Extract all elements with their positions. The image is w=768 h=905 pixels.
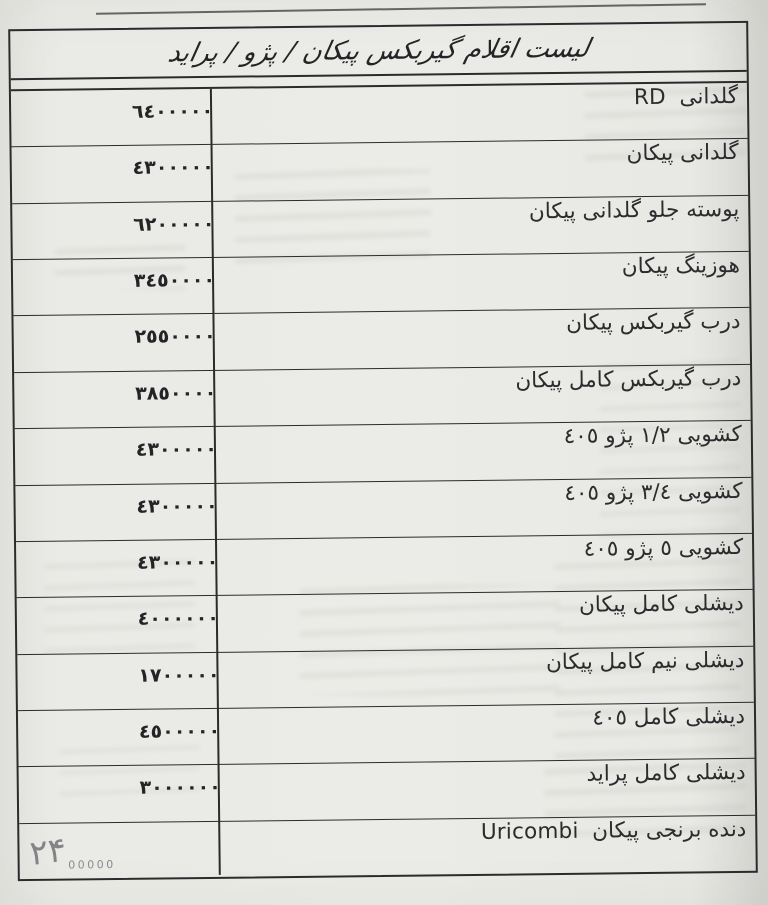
item-name-cell: گلدانی پیکان — [626, 140, 739, 167]
price-cell: ١٧٠٠٠٠٠ — [138, 663, 220, 687]
item-name-cell: درب گیربکس کامل پیکان — [515, 365, 742, 394]
table-row: گلدانی RD ٦٤٠٠٠٠٠ — [10, 82, 748, 148]
handwritten-price-zeros: 00000 — [68, 857, 116, 872]
handwritten-price: ۲۴00000 — [28, 829, 116, 874]
table-row: کشویی ٥ پژو ٤٠٥ ٤٣٠٠٠٠٠ — [16, 533, 753, 599]
item-name-cell: دیشلی کامل پیکان — [578, 591, 744, 619]
table-row: پوسته جلو گلدانی پیکان ٦٢٠٠٠٠٠ — [12, 195, 749, 261]
table-row: درب گیربکس کامل پیکان ٣٨٥٠٠٠٠ — [14, 364, 751, 430]
table-body: گلدانی RD ٦٤٠٠٠٠٠ گلدانی پیکان ٤٣٠٠٠٠٠ پ… — [10, 82, 756, 879]
item-name-cell: پوسته جلو گلدانی پیکان — [528, 196, 740, 225]
price-cell: ٣٠٠٠٠٠٠ — [139, 776, 221, 800]
item-name-cell: هوزینگ پیکان — [621, 253, 741, 280]
price-cell: ٦٤٠٠٠٠٠ — [131, 99, 214, 123]
item-name-cell: دنده برنجی پیکان Uricombi — [480, 816, 747, 845]
price-cell: ٤٣٠٠٠٠٠ — [136, 494, 218, 518]
price-cell: ٦٢٠٠٠٠٠ — [133, 212, 215, 236]
price-cell: ٢٥٥٠٠٠٠ — [134, 325, 216, 349]
price-cell: ٤٣٠٠٠٠٠ — [136, 550, 219, 574]
table-row: دیشلی کامل ٤٠٥ ٤٥٠٠٠٠٠ — [17, 702, 755, 768]
price-cell: ٤٠٠٠٠٠٠ — [137, 607, 220, 631]
previous-table-edge-line — [96, 3, 706, 15]
handwritten-price-digits: ۲۴ — [28, 829, 68, 874]
price-cell: ٣٨٥٠٠٠٠ — [135, 381, 217, 405]
price-cell: ٤٣٠٠٠٠٠ — [132, 156, 214, 180]
table-row: درب گیربکس پیکان ٢٥٥٠٠٠٠ — [13, 308, 751, 373]
item-name-cell: گلدانی RD — [633, 83, 739, 111]
item-name-cell: کشویی ١/٢ پژو ٤٠٥ — [563, 422, 742, 450]
table-title: لیست اقلام گیربکس پیکان / پژو / پراید — [165, 33, 592, 68]
item-name-cell: درب گیربکس پیکان — [566, 309, 741, 337]
table-row: دنده برنجی پیکان Uricombi ۲۴00000 — [19, 815, 756, 879]
item-name-cell: دیشلی نیم کامل پیکان — [545, 647, 745, 675]
table-row: کشویی ١/٢ پژو ٤٠٥ ٤٣٠٠٠٠٠ — [14, 420, 752, 486]
table-row: هوزینگ پیکان ٣٤٥٠٠٠٠ — [12, 251, 750, 317]
price-cell: ٤٥٠٠٠٠٠ — [138, 719, 221, 743]
price-cell: ٤٣٠٠٠٠٠ — [135, 438, 218, 461]
table-title-row: لیست اقلام گیربکس پیکان / پژو / پراید — [10, 22, 747, 81]
item-name-cell: کشویی ٥ پژو ٤٠٥ — [583, 534, 744, 562]
price-cell: ٣٤٥٠٠٠٠ — [133, 268, 216, 292]
item-name-cell: کشویی ٣/٤ پژو ٤٠٥ — [564, 478, 743, 506]
table-row: کشویی ٣/٤ پژو ٤٠٥ ٤٣٠٠٠٠٠ — [15, 477, 752, 543]
gearbox-price-table: لیست اقلام گیربکس پیکان / پژو / پراید گل… — [8, 20, 758, 882]
item-name-cell: دیشلی کامل ٤٠٥ — [592, 703, 746, 731]
table-row: دیشلی نیم کامل پیکان ١٧٠٠٠٠٠ — [17, 646, 754, 712]
table-row: گلدانی پیکان ٤٣٠٠٠٠٠ — [11, 139, 749, 204]
table-row: دیشلی کامل پراید ٣٠٠٠٠٠٠ — [18, 759, 756, 824]
item-name-cell: دیشلی کامل پراید — [586, 760, 746, 788]
table-row: دیشلی کامل پیکان ٤٠٠٠٠٠٠ — [16, 590, 754, 655]
